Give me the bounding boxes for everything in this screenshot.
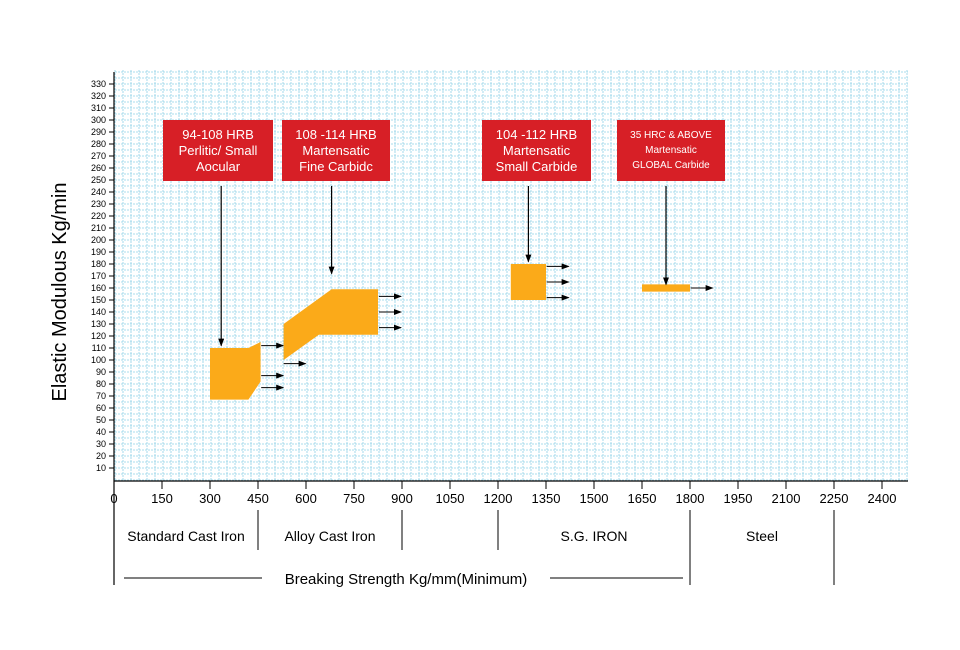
callout-box-4: 35 HRC & ABOVE Martensatic GLOBAL Carbide (617, 120, 725, 181)
y-tick-label: 40 (96, 427, 106, 437)
callout-box-1: 94-108 HRB Perlitic/ Small Aocular (163, 120, 273, 181)
y-tick-label: 220 (91, 211, 106, 221)
callout-box-3: 104 -112 HRB Martensatic Small Carbide (482, 120, 591, 181)
y-tick-label: 60 (96, 403, 106, 413)
y-tick-label: 290 (91, 127, 106, 137)
x-tick-label: 150 (151, 491, 173, 506)
x-tick-label: 1500 (580, 491, 609, 506)
y-tick-label: 320 (91, 91, 106, 101)
y-tick-label: 100 (91, 355, 106, 365)
y-tick-label: 270 (91, 151, 106, 161)
callout-pointers (218, 186, 669, 347)
y-axis-label: Elastic Modulous Kg/min (49, 183, 71, 402)
x-tick-label: 1650 (628, 491, 657, 506)
region-labels: Standard Cast Iron Alloy Cast Iron S.G. IR… (127, 510, 835, 585)
x-tick-label: 300 (199, 491, 221, 506)
callout-line: Perlitic/ Small (178, 142, 258, 158)
y-tick-label: 160 (91, 283, 106, 293)
y-tick-label: 170 (91, 271, 106, 281)
region-label: Standard Cast Iron (127, 528, 245, 544)
range-shape-1 (210, 342, 261, 400)
x-tick-label: 600 (295, 491, 317, 506)
y-tick-label: 30 (96, 439, 106, 449)
x-axis-label: Breaking Strength Kg/mm(Minimum) (285, 571, 528, 588)
y-tick-label: 300 (91, 115, 106, 125)
y-tick-label: 190 (91, 247, 106, 257)
region-label: Steel (746, 528, 778, 544)
y-tick-label: 10 (96, 463, 106, 473)
x-tick-label: 1800 (676, 491, 705, 506)
y-tick-label: 330 (91, 79, 106, 89)
y-tick-label: 260 (91, 163, 106, 173)
callout-line: 35 HRC & ABOVE (630, 130, 712, 141)
y-tick-label: 230 (91, 199, 106, 209)
x-tick-label: 1950 (724, 491, 753, 506)
x-tick-label: 2100 (772, 491, 801, 506)
y-tick-label: 180 (91, 259, 106, 269)
callout-line: GLOBAL Carbide (632, 160, 710, 171)
region-label: S.G. IRON (561, 528, 628, 544)
callout-line: Martensatic (645, 145, 697, 156)
y-tick-label: 90 (96, 367, 106, 377)
y-tick-label: 310 (91, 103, 106, 113)
callout-line: 104 -112 HRB (495, 126, 578, 142)
y-tick-label: 210 (91, 223, 106, 233)
y-tick-label: 240 (91, 187, 106, 197)
callout-line: Fine Carbidc (299, 158, 373, 174)
y-tick-label: 70 (96, 391, 106, 401)
x-tick-label: 450 (247, 491, 269, 506)
y-tick-label: 250 (91, 175, 106, 185)
y-tick-label: 50 (96, 415, 106, 425)
x-axis-ticks: 0 150 300 450 600 750 900 1050 1200 1350 1500 1650 1… (110, 481, 896, 506)
chart-axes (113, 72, 908, 585)
y-tick-label: 140 (91, 307, 106, 317)
x-axis-label-group: Breaking Strength Kg/mm(Minimum) (124, 571, 683, 588)
x-tick-label: 2400 (868, 491, 897, 506)
callout-line: Aocular (195, 158, 241, 174)
x-tick-label: 750 (343, 491, 365, 506)
y-tick-label: 110 (92, 343, 106, 353)
x-tick-label: 900 (391, 491, 413, 506)
callout-box-2: 108 -114 HRB Martensatic Fine Carbidc (282, 120, 390, 181)
y-tick-label: 200 (91, 235, 106, 245)
x-tick-label: 2250 (820, 491, 849, 506)
y-tick-label: 120 (91, 331, 106, 341)
chart-shapes (210, 263, 714, 400)
callout-line: Martensatic (502, 142, 571, 158)
range-shape-2 (283, 289, 378, 360)
y-tick-label: 150 (91, 295, 106, 305)
range-shape-4 (642, 284, 690, 292)
x-tick-label: 1050 (436, 491, 465, 506)
y-tick-label: 130 (91, 319, 106, 329)
y-tick-label: 20 (96, 451, 106, 461)
callout-line: 108 -114 HRB (295, 126, 377, 142)
x-tick-label: 1200 (484, 491, 513, 506)
region-label: Alloy Cast Iron (284, 528, 375, 544)
y-tick-label: 80 (96, 379, 106, 389)
callout-line: Martensatic (302, 142, 370, 158)
x-tick-label: 1350 (532, 491, 561, 506)
y-tick-label: 280 (91, 139, 106, 149)
callout-line: 94-108 HRB (182, 126, 254, 142)
range-shape-3 (510, 264, 546, 300)
x-tick-label: 0 (110, 491, 117, 506)
callout-line: Small Carbide (495, 158, 578, 174)
y-axis-ticks: 10 20 30 40 50 60 70 80 90 100 110 120 130 140 150 160 1… (91, 79, 114, 473)
